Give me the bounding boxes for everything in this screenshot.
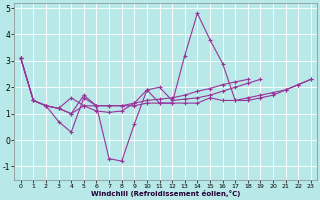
- X-axis label: Windchill (Refroidissement éolien,°C): Windchill (Refroidissement éolien,°C): [91, 190, 241, 197]
